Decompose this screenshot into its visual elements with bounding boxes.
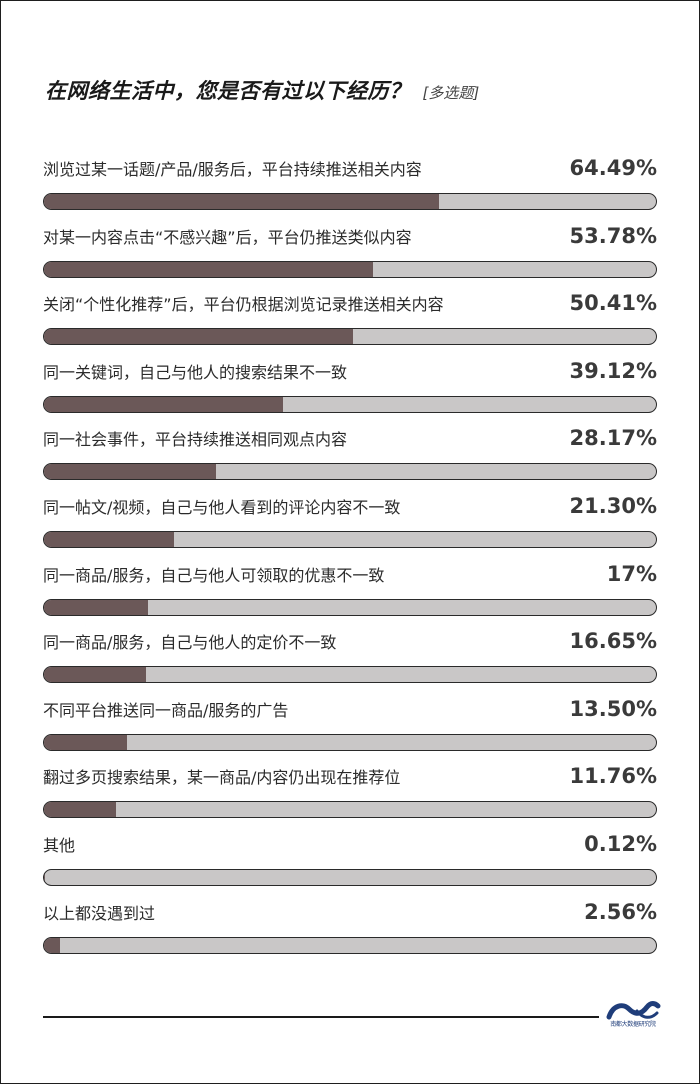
bar-track — [43, 328, 657, 345]
bar-value-label: 16.65% — [569, 629, 657, 653]
bar-label: 翻过多页搜索结果，某一商品/内容仍出现在推荐位 — [43, 768, 401, 787]
bar-row: 同一帖文/视频，自己与他人看到的评论内容不一致 21.30% — [43, 494, 657, 549]
bar-value-label: 13.50% — [569, 697, 657, 721]
bar-label: 同一社会事件，平台持续推送相同观点内容 — [43, 430, 348, 449]
bar-row: 翻过多页搜索结果，某一商品/内容仍出现在推荐位 11.76% — [43, 764, 657, 819]
bar-fill — [44, 870, 45, 885]
bar-row: 以上都没遇到过 2.56% — [43, 900, 657, 955]
bar-row: 关闭“个性化推荐”后，平台仍根据浏览记录推送相关内容 50.41% — [43, 291, 657, 346]
bar-label: 同一关键词，自己与他人的搜索结果不一致 — [43, 363, 348, 382]
bar-label: 浏览过某一话题/产品/服务后，平台持续推送相关内容 — [43, 160, 422, 179]
bar-label: 同一商品/服务，自己与他人可领取的优惠不一致 — [43, 566, 385, 585]
bar-label: 同一商品/服务，自己与他人的定价不一致 — [43, 633, 337, 652]
bar-track — [43, 869, 657, 886]
bar-value-label: 50.41% — [569, 291, 657, 315]
bar-fill — [44, 667, 146, 682]
bar-track — [43, 396, 657, 413]
wave-logo-icon — [606, 1001, 661, 1020]
bar-value-label: 0.12% — [584, 832, 657, 856]
bar-label: 关闭“个性化推荐”后，平台仍根据浏览记录推送相关内容 — [43, 295, 444, 314]
bar-fill — [44, 262, 374, 277]
bar-label: 其他 — [43, 836, 76, 855]
bar-fill — [44, 397, 284, 412]
bar-label: 同一帖文/视频，自己与他人看到的评论内容不一致 — [43, 498, 401, 517]
chart-title: 在网络生活中，您是否有过以下经历？ — [45, 79, 411, 103]
bar-value-label: 53.78% — [569, 224, 657, 248]
bar-track — [43, 801, 657, 818]
bar-fill — [44, 802, 116, 817]
logo-text: 南都大数据研究院 — [610, 1021, 656, 1028]
bar-fill — [44, 735, 127, 750]
footer-divider — [43, 1016, 599, 1018]
bar-row: 其他 0.12% — [43, 832, 657, 887]
chart-subtitle: [多选题] — [422, 84, 480, 102]
bar-row: 同一商品/服务，自己与他人可领取的优惠不一致 17% — [43, 562, 657, 617]
bar-row: 同一关键词，自己与他人的搜索结果不一致 39.12% — [43, 359, 657, 414]
bar-track — [43, 193, 657, 210]
bar-value-label: 17% — [606, 562, 657, 586]
bar-track — [43, 666, 657, 683]
bar-fill — [44, 600, 149, 615]
bar-label: 不同平台推送同一商品/服务的广告 — [43, 701, 289, 720]
bar-value-label: 11.76% — [569, 764, 657, 788]
bar-value-label: 21.30% — [569, 494, 657, 518]
bar-track — [43, 531, 657, 548]
bar-track — [43, 463, 657, 480]
bar-track — [43, 261, 657, 278]
bar-row: 不同平台推送同一商品/服务的广告 13.50% — [43, 697, 657, 752]
bar-value-label: 64.49% — [569, 156, 657, 180]
bar-row: 同一商品/服务，自己与他人的定价不一致 16.65% — [43, 629, 657, 684]
bar-label: 对某一内容点击“不感兴趣”后，平台仍推送类似内容 — [43, 228, 412, 247]
bar-fill — [44, 329, 353, 344]
bar-label: 以上都没遇到过 — [43, 904, 156, 923]
bar-value-label: 39.12% — [569, 359, 657, 383]
bar-row: 浏览过某一话题/产品/服务后，平台持续推送相关内容 64.49% — [43, 156, 657, 211]
bar-row: 同一社会事件，平台持续推送相同观点内容 28.17% — [43, 426, 657, 481]
bar-value-label: 2.56% — [584, 900, 657, 924]
bar-track — [43, 734, 657, 751]
bar-value-label: 28.17% — [569, 426, 657, 450]
bar-fill — [44, 194, 439, 209]
bar-fill — [44, 938, 60, 953]
bar-row: 对某一内容点击“不感兴趣”后，平台仍推送类似内容 53.78% — [43, 224, 657, 279]
bar-fill — [44, 532, 175, 547]
title-row: 在网络生活中，您是否有过以下经历？ [多选题] — [45, 75, 479, 105]
bar-track — [43, 937, 657, 954]
bar-fill — [44, 464, 217, 479]
bar-track — [43, 599, 657, 616]
